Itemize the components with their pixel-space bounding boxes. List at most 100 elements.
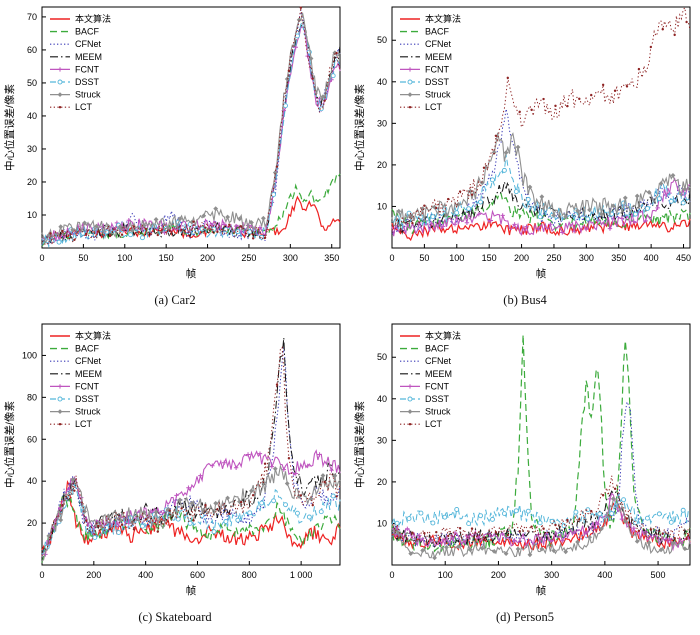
- marker-diamond: [479, 180, 485, 186]
- marker-circle: [478, 199, 483, 205]
- plot-frame: [391, 323, 691, 566]
- legend-label-dsst: DSST: [425, 394, 450, 404]
- legend-label-struck: Struck: [425, 407, 451, 417]
- marker-diamond: [260, 215, 266, 221]
- marker-plus: [560, 538, 565, 543]
- marker-circle: [247, 229, 253, 235]
- marker-diamond: [296, 17, 302, 23]
- marker-plus: [257, 451, 263, 456]
- x-tick-label: 0: [39, 253, 44, 263]
- marker-dot: [240, 225, 243, 228]
- series-line-cfnet: [391, 108, 691, 236]
- marker-plus: [174, 493, 179, 498]
- marker-dot: [61, 504, 64, 507]
- legend-label-bacf: BACF: [425, 344, 450, 354]
- marker-diamond: [563, 214, 569, 220]
- marker-diamond: [515, 546, 521, 552]
- marker-circle: [597, 511, 603, 517]
- marker-circle: [92, 535, 98, 540]
- marker-dot: [601, 494, 605, 497]
- marker-plus: [560, 230, 565, 235]
- legend-label-meem: MEEM: [75, 369, 102, 379]
- marker-circle: [490, 516, 495, 522]
- marker-dot: [554, 523, 557, 527]
- marker-dot: [180, 228, 183, 232]
- marker-circle: [478, 513, 483, 519]
- marker-diamond: [189, 500, 195, 506]
- marker-dot: [144, 227, 148, 231]
- marker-diamond: [563, 549, 569, 555]
- marker-dot: [435, 530, 438, 534]
- y-tick-label: 30: [377, 435, 387, 445]
- x-tick-label: 100: [117, 253, 132, 263]
- marker-diamond: [165, 225, 171, 231]
- marker-diamond: [272, 170, 278, 175]
- marker-dot: [85, 232, 88, 236]
- marker-circle: [585, 216, 591, 222]
- marker-dot: [530, 525, 533, 528]
- chart-caption-bus4: (b) Bus4: [503, 293, 547, 307]
- x-tick-label: 200: [491, 570, 506, 580]
- marker-diamond: [284, 481, 290, 486]
- marker-dot: [685, 537, 688, 541]
- marker-plus: [317, 452, 322, 457]
- y-tick-label: 40: [27, 111, 37, 121]
- marker-dot: [251, 494, 255, 497]
- marker-diamond: [682, 546, 688, 552]
- y-tick-label: 50: [377, 35, 387, 45]
- x-tick-label: 100: [438, 570, 453, 580]
- marker-circle: [318, 509, 324, 515]
- marker-dot: [49, 536, 52, 539]
- marker-dot: [625, 85, 629, 88]
- marker-diamond: [308, 496, 314, 502]
- marker-dot: [578, 97, 581, 101]
- marker-plus: [126, 217, 132, 223]
- legend-label-cfnet: CFNet: [75, 39, 102, 49]
- marker-diamond: [599, 526, 604, 532]
- marker-dot: [446, 534, 450, 538]
- marker-dot: [601, 83, 605, 87]
- marker-plus: [222, 460, 227, 465]
- marker-dot: [108, 527, 112, 531]
- chart-skateboard: 0 200 400 600 800 1 000 20 40 60 80 100 帧 中心位置误差/像素 本…: [3, 323, 341, 597]
- marker-diamond: [320, 94, 326, 100]
- marker-diamond: [551, 212, 557, 218]
- marker-plus: [281, 467, 287, 472]
- marker-dot: [61, 229, 64, 233]
- marker-plus: [572, 529, 577, 535]
- marker-dot: [649, 528, 653, 531]
- marker-dot: [399, 536, 402, 539]
- x-tick-label: 600: [190, 570, 205, 580]
- marker-diamond: [141, 223, 147, 228]
- marker-circle: [656, 196, 662, 202]
- marker-diamond: [587, 534, 592, 540]
- marker-diamond: [117, 224, 123, 229]
- legend-label-lct: LCT: [75, 102, 93, 112]
- y-tick-label: 40: [377, 77, 387, 87]
- marker-plus: [126, 521, 132, 526]
- marker-circle: [104, 229, 110, 235]
- marker-dot: [408, 106, 412, 109]
- marker-dot: [263, 236, 267, 239]
- marker-plus: [548, 538, 553, 543]
- marker-diamond: [515, 144, 521, 150]
- legend-label-dsst: DSST: [75, 77, 100, 87]
- marker-dot: [120, 523, 124, 526]
- legend-label-lct: LCT: [425, 102, 443, 112]
- marker-plus: [643, 529, 648, 535]
- marker-dot: [518, 530, 521, 533]
- marker-circle: [418, 510, 424, 516]
- marker-plus: [417, 533, 422, 538]
- marker-plus: [186, 485, 191, 490]
- marker-diamond: [408, 551, 414, 557]
- legend-label-struck: Struck: [75, 407, 101, 417]
- marker-diamond: [308, 56, 314, 61]
- marker-dot: [554, 104, 557, 108]
- marker-diamond: [407, 409, 413, 414]
- marker-dot: [518, 110, 521, 114]
- marker-diamond: [213, 206, 219, 212]
- marker-plus: [500, 213, 505, 218]
- marker-dot: [335, 495, 338, 498]
- marker-circle: [407, 396, 413, 402]
- marker-diamond: [177, 497, 183, 503]
